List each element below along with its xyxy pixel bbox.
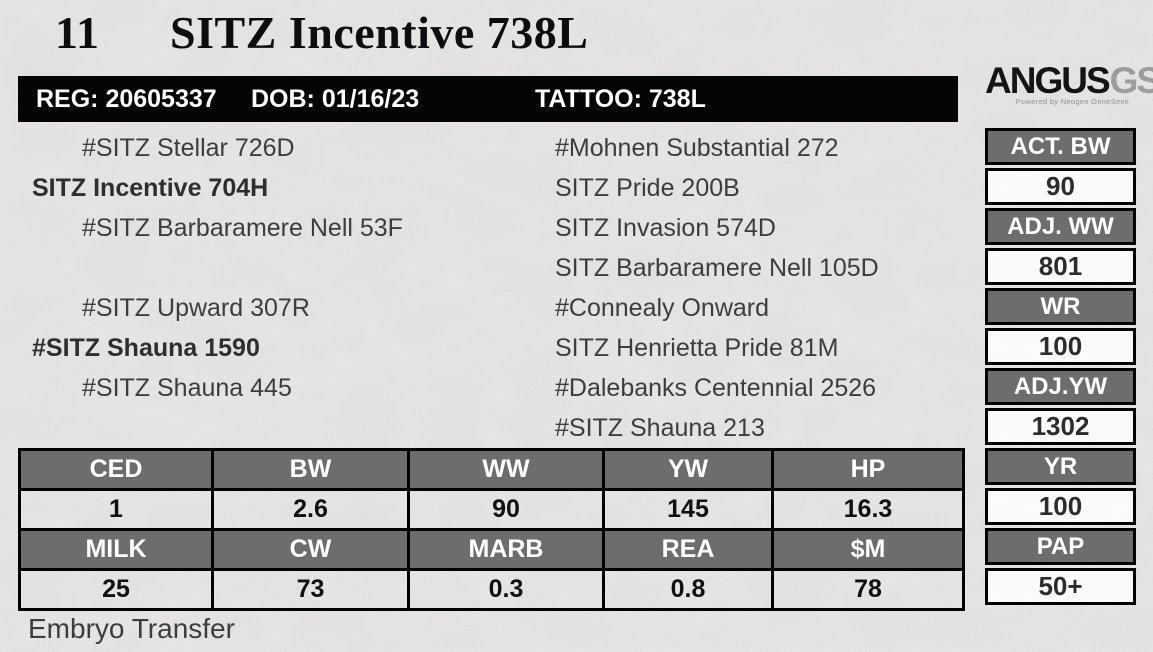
logo-wordmark: ANGUSGS: [985, 60, 1153, 101]
pedigree: #SITZ Stellar 726D SITZ Incentive 704H #…: [18, 128, 962, 448]
pedigree-left-column: #SITZ Stellar 726D SITZ Incentive 704H #…: [18, 128, 555, 408]
logo-angus-text: ANGUS: [985, 60, 1111, 101]
pedigree-dam-dam-dam: #SITZ Shauna 213: [555, 414, 765, 442]
sidebar-label-act-bw: ACT. BW: [985, 128, 1136, 165]
epd-value-yw: 145: [602, 488, 774, 531]
sidebar-value-wr: 100: [985, 328, 1136, 365]
epd-value-hp: 16.3: [771, 488, 965, 531]
pedigree-dam-sire-sire: #Connealy Onward: [555, 294, 770, 322]
epd-header-hp: HP: [771, 448, 965, 491]
sidebar-label-yr: YR: [985, 448, 1136, 485]
angus-gs-logo: ANGUSGS Powered by Neogen GeneSeek: [985, 60, 1153, 107]
pedigree-sire-dam-sire: SITZ Invasion 574D: [555, 214, 776, 242]
epd-header-ww: WW: [407, 448, 605, 491]
sidebar-value-adj-yw: 1302: [985, 408, 1136, 445]
epd-value-ced: 1: [18, 488, 214, 531]
sidebar-value-pap: 50+: [985, 568, 1136, 605]
pedigree-dam-sire: #SITZ Upward 307R: [82, 294, 310, 322]
pedigree-dam-sire-dam: SITZ Henrietta Pride 81M: [555, 334, 839, 362]
registration-bar: REG: 20605337 DOB: 01/16/23 TATTOO: 738L: [18, 76, 958, 122]
pedigree-dam-dam: #SITZ Shauna 445: [82, 374, 292, 402]
pedigree-right-column: #Mohnen Substantial 272 SITZ Pride 200B …: [555, 128, 962, 448]
epd-table: CED BW WW YW HP 1 2.6 90 145 16.3 MILK C…: [18, 448, 965, 611]
pedigree-dam-dam-sire: #Dalebanks Centennial 2526: [555, 374, 877, 402]
pedigree-sire-sire-dam: SITZ Pride 200B: [555, 174, 740, 202]
date-of-birth: DOB: 01/16/23: [251, 85, 420, 113]
pedigree-spacer: [18, 248, 555, 288]
epd-value-bw: 2.6: [211, 488, 410, 531]
epd-header-bw: BW: [211, 448, 410, 491]
epd-value-rea: 0.8: [602, 568, 774, 611]
epd-header-milk: MILK: [18, 528, 214, 571]
epd-value-row-1: 1 2.6 90 145 16.3: [18, 488, 965, 531]
sidebar-value-yr: 100: [985, 488, 1136, 525]
epd-header-marb: MARB: [407, 528, 605, 571]
pedigree-sire-sire: #SITZ Stellar 726D: [82, 134, 295, 162]
epd-header-row-1: CED BW WW YW HP: [18, 448, 965, 491]
sidebar-label-adj-yw: ADJ.YW: [985, 368, 1136, 405]
epd-value-ww: 90: [407, 488, 605, 531]
sidebar-label-pap: PAP: [985, 528, 1136, 565]
reg-number: REG: 20605337: [36, 85, 217, 113]
epd-header-row-2: MILK CW MARB REA $M: [18, 528, 965, 571]
performance-sidebar: ACT. BW 90 ADJ. WW 801 WR 100 ADJ.YW 130…: [985, 128, 1136, 608]
page-title: 11 SITZ Incentive 738L: [55, 4, 588, 62]
epd-value-milk: 25: [18, 568, 214, 611]
pedigree-sire-dam: #SITZ Barbaramere Nell 53F: [82, 214, 403, 242]
tattoo-id: TATTOO: 738L: [535, 85, 706, 113]
pedigree-sire-dam-dam: SITZ Barbaramere Nell 105D: [555, 254, 879, 282]
embryo-transfer-note: Embryo Transfer: [28, 613, 235, 644]
sidebar-label-wr: WR: [985, 288, 1136, 325]
epd-header-ced: CED: [18, 448, 214, 491]
epd-header-yw: YW: [602, 448, 774, 491]
epd-header-rea: REA: [602, 528, 774, 571]
logo-gs-text: GS: [1109, 60, 1153, 101]
logo-tagline: Powered by Neogen GeneSeek: [1015, 97, 1129, 106]
pedigree-dam: #SITZ Shauna 1590: [32, 334, 260, 362]
sidebar-label-adj-ww: ADJ. WW: [985, 208, 1136, 245]
epd-header-cw: CW: [211, 528, 410, 571]
pedigree-sire: SITZ Incentive 704H: [32, 174, 269, 202]
lot-number: 11: [55, 7, 100, 58]
sidebar-value-adj-ww: 801: [985, 248, 1136, 285]
epd-header-dollar-m: $M: [771, 528, 965, 571]
epd-value-marb: 0.3: [407, 568, 605, 611]
epd-value-cw: 73: [211, 568, 410, 611]
epd-value-dollar-m: 78: [771, 568, 965, 611]
animal-name: SITZ Incentive 738L: [170, 7, 589, 58]
sidebar-value-act-bw: 90: [985, 168, 1136, 205]
pedigree-sire-sire-sire: #Mohnen Substantial 272: [555, 134, 839, 162]
epd-value-row-2: 25 73 0.3 0.8 78: [18, 568, 965, 611]
